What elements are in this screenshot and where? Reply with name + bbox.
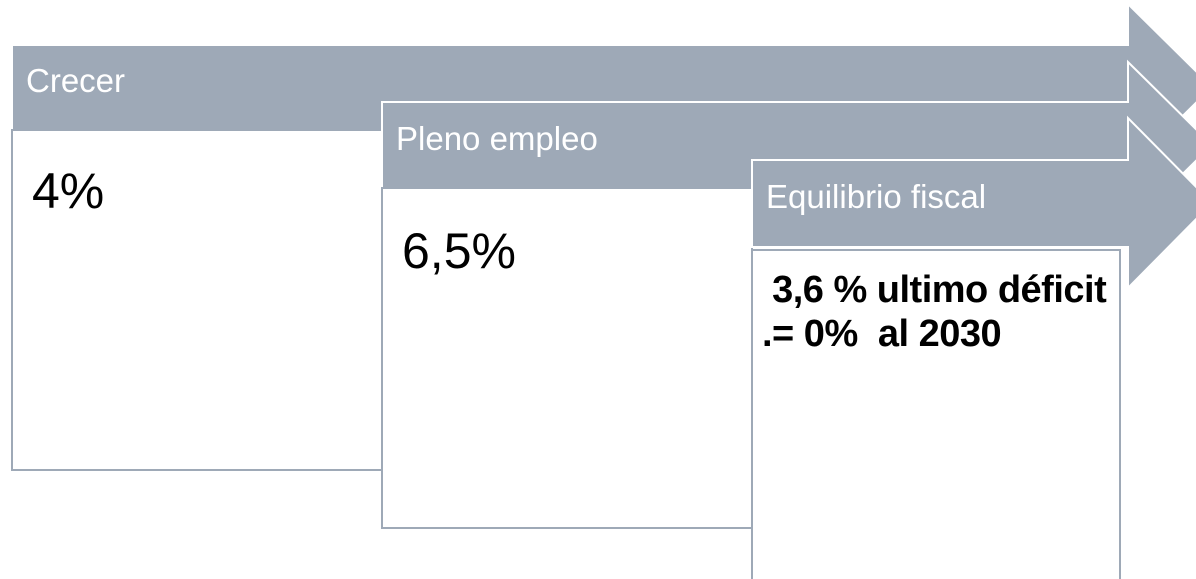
step-value: 6,5% [402, 223, 516, 279]
step-title: Pleno empleo [396, 120, 598, 157]
box [11, 129, 383, 471]
step-value: 4% [32, 163, 104, 219]
box [381, 187, 753, 529]
box [751, 249, 1121, 579]
step-title: Equilibrio fiscal [766, 178, 986, 215]
arrow [751, 115, 1196, 291]
step-title: Crecer [26, 62, 125, 99]
step-value: 3,6 % ultimo déficit .= 0% al 2030 [762, 269, 1107, 355]
step-value-box: 3,6 % ultimo déficit .= 0% al 2030 [762, 269, 1107, 355]
